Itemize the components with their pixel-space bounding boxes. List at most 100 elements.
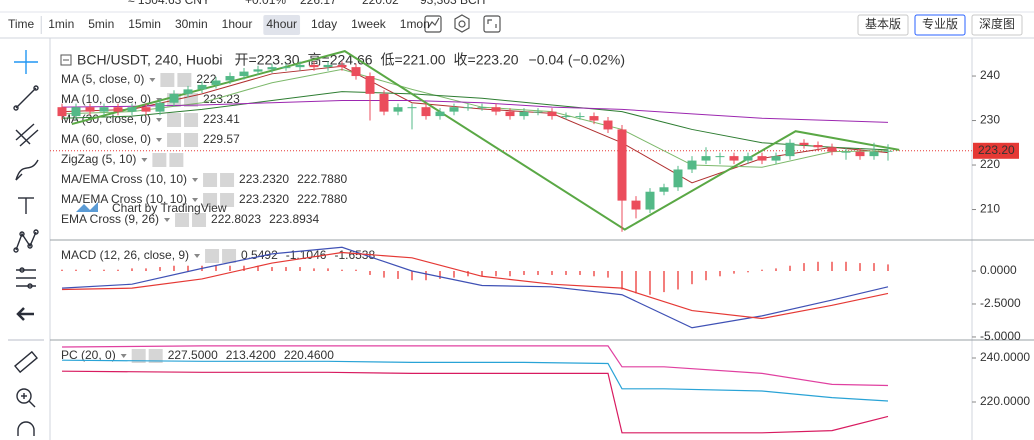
view-label: 专业版 xyxy=(922,16,958,31)
indicator-line xyxy=(61,251,889,320)
price-change: −0.04 (−0.02%) xyxy=(529,52,626,68)
close-icon[interactable] xyxy=(222,249,237,263)
interval-button[interactable]: 1week xyxy=(348,15,389,35)
dropdown-caret[interactable] xyxy=(141,158,148,162)
close-icon[interactable] xyxy=(192,213,207,227)
dropdown-caret[interactable] xyxy=(164,218,171,222)
line-tool[interactable] xyxy=(13,85,39,111)
settings-icon[interactable] xyxy=(152,153,167,167)
candle-body xyxy=(127,107,137,112)
ma-line xyxy=(61,100,889,123)
settings-icon[interactable] xyxy=(167,133,182,147)
interval-label: Time xyxy=(8,17,35,31)
candle-body xyxy=(855,151,865,157)
candle-body xyxy=(351,67,361,77)
fib-tool[interactable] xyxy=(16,267,36,289)
settings-icon[interactable] xyxy=(175,213,190,227)
candle-body xyxy=(155,102,165,112)
pattern-tool[interactable] xyxy=(13,229,39,253)
view-button[interactable]: 深度图 xyxy=(971,14,1023,36)
candle-body xyxy=(883,150,893,152)
legend-name: MA/EMA Cross (10, 10) xyxy=(61,192,187,206)
last-price-label: 223.20 xyxy=(978,143,1015,157)
interval-button[interactable]: 1mon xyxy=(397,15,433,35)
candle-body xyxy=(603,120,613,130)
candle-body xyxy=(729,156,739,161)
interval-button[interactable]: 15min xyxy=(125,15,164,35)
settings-icon[interactable] xyxy=(131,349,146,363)
candle-body xyxy=(183,89,193,94)
candle-body xyxy=(337,64,347,68)
zoom-tool[interactable] xyxy=(16,388,36,408)
candle-body xyxy=(225,76,235,81)
settings-button[interactable] xyxy=(454,14,470,33)
view-button[interactable]: 基本版 xyxy=(857,14,909,36)
candle-body xyxy=(239,71,249,77)
ohlc-value: 开=223.30 xyxy=(235,52,300,68)
interval-button[interactable]: 5min xyxy=(85,15,117,35)
candle-body xyxy=(449,107,459,112)
watermark: Chart by TradingView xyxy=(112,201,227,215)
interval-label: 4hour xyxy=(266,17,297,31)
candle-body xyxy=(99,107,109,112)
candle-body xyxy=(547,111,557,117)
candle-body xyxy=(169,93,179,103)
candle-body xyxy=(575,116,585,118)
candle-body xyxy=(267,67,277,70)
candle-body xyxy=(799,142,809,146)
zigzag-line xyxy=(71,50,900,231)
candle-body xyxy=(463,107,473,109)
view-label: 深度图 xyxy=(979,16,1015,31)
close-icon[interactable] xyxy=(148,349,163,363)
settings-icon[interactable] xyxy=(167,113,182,127)
close-icon[interactable] xyxy=(169,153,184,167)
candle-body xyxy=(687,160,697,170)
interval-button[interactable]: 1hour xyxy=(219,15,256,35)
view-bg xyxy=(971,14,1023,36)
candle-body xyxy=(211,80,221,85)
indicators-button[interactable] xyxy=(424,15,442,33)
candle-body xyxy=(589,116,599,121)
legend-name: MA (10, close, 0) xyxy=(61,92,151,106)
candle-body xyxy=(715,156,725,158)
settings-icon[interactable] xyxy=(205,249,220,263)
dropdown-caret[interactable] xyxy=(120,354,127,358)
dropdown-caret[interactable] xyxy=(192,198,199,202)
interval-button[interactable]: 1min xyxy=(45,15,77,35)
candle-body xyxy=(113,107,123,112)
text-tool[interactable] xyxy=(18,197,34,214)
interval-button[interactable]: 30min xyxy=(172,15,211,35)
view-button[interactable]: 专业版 xyxy=(914,14,966,36)
pane-title: MACD (12, 26, close, 9) xyxy=(61,248,189,262)
crosshair-tool[interactable] xyxy=(14,50,38,74)
candle-body xyxy=(393,107,403,112)
dropdown-caret[interactable] xyxy=(156,138,163,142)
candle-body xyxy=(841,151,851,153)
close-icon[interactable] xyxy=(220,193,235,207)
channel-tool[interactable] xyxy=(15,123,39,147)
dropdown-caret[interactable] xyxy=(192,178,199,182)
interval-label: 15min xyxy=(128,17,161,31)
dropdown-caret[interactable] xyxy=(149,78,156,82)
ruler-tool[interactable] xyxy=(14,350,38,374)
close-icon[interactable] xyxy=(220,173,235,187)
close-icon[interactable] xyxy=(184,113,199,127)
collapse-icon[interactable] xyxy=(60,54,72,66)
close-icon[interactable] xyxy=(184,133,199,147)
magnet-tool[interactable] xyxy=(17,421,35,436)
dropdown-caret[interactable] xyxy=(194,254,201,258)
settings-icon[interactable] xyxy=(160,73,175,87)
interval-button[interactable]: 4hour xyxy=(263,15,301,35)
interval-button[interactable]: Time xyxy=(5,15,37,35)
legend-value: 222.7880 xyxy=(297,172,347,186)
settings-icon[interactable] xyxy=(203,173,218,187)
candle-body xyxy=(743,156,753,161)
back-tool[interactable] xyxy=(16,307,34,321)
interval-button[interactable]: 1day xyxy=(308,15,340,35)
close-icon[interactable] xyxy=(177,73,192,87)
dropdown-caret[interactable] xyxy=(156,118,163,122)
fullscreen-button[interactable] xyxy=(483,15,501,33)
settings-icon[interactable] xyxy=(203,193,218,207)
y-tick-label: 240 xyxy=(980,68,1000,82)
brush-tool[interactable] xyxy=(15,159,39,181)
